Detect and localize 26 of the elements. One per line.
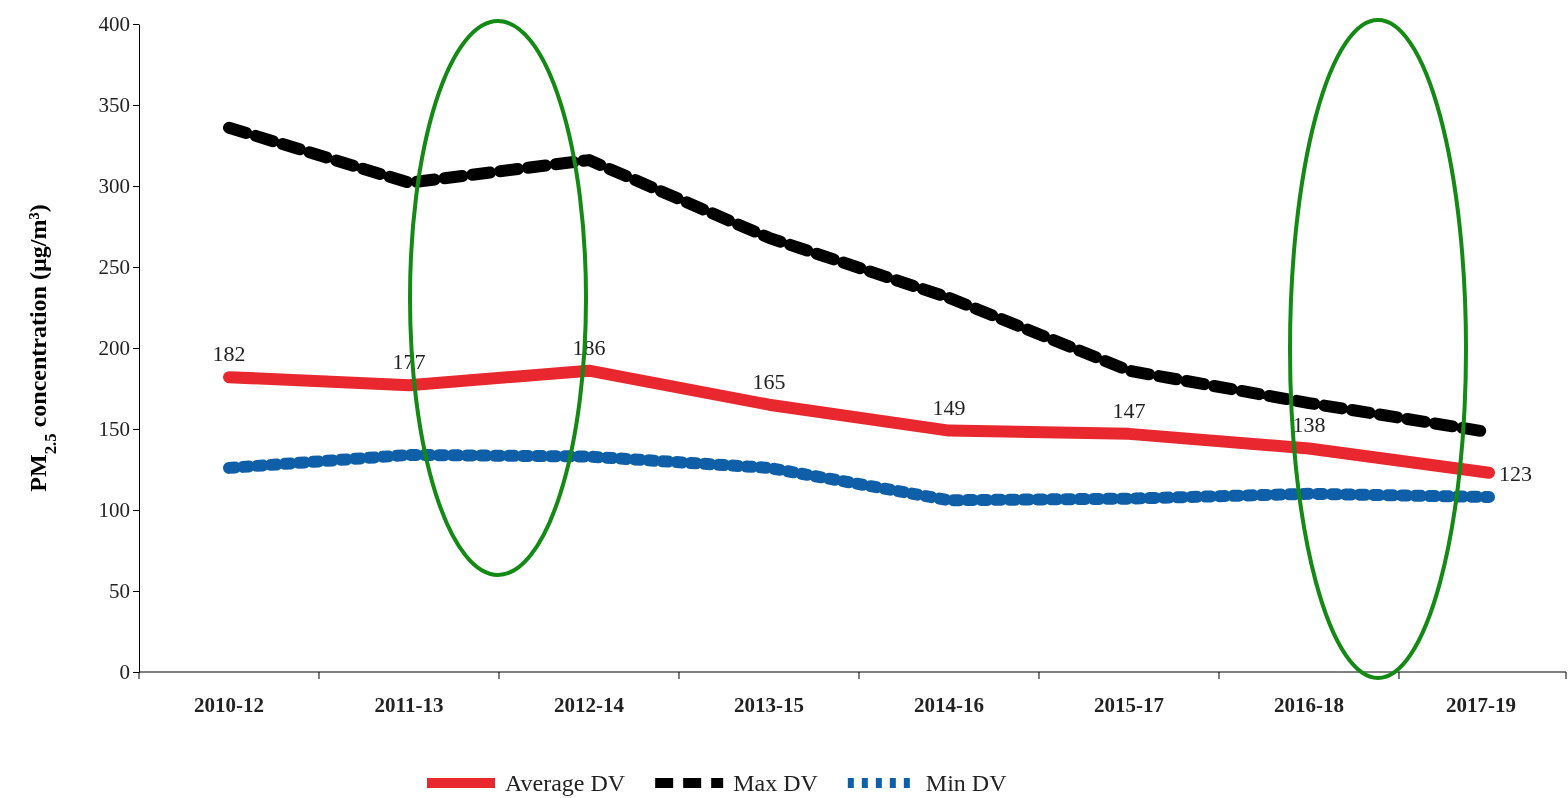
x-tick-label: 2015-17 (1094, 693, 1164, 717)
y-tick-label: 0 (119, 660, 130, 685)
y-tick-label: 100 (98, 498, 130, 523)
data-label: 138 (1292, 412, 1326, 438)
y-tick-label: 200 (98, 336, 130, 361)
y-tick-label: 400 (98, 12, 130, 37)
y-tick-label: 150 (98, 417, 130, 442)
legend-label: Min DV (925, 770, 1008, 796)
x-tick-label: 2016-18 (1274, 693, 1344, 717)
data-label: 149 (932, 394, 966, 420)
y-tick-label: 50 (109, 579, 130, 604)
data-label: 123 (1499, 460, 1532, 486)
y-tick-label: 350 (98, 93, 130, 118)
data-label: 182 (212, 341, 246, 367)
x-tick-label: 2017-19 (1446, 693, 1516, 717)
x-tick-label: 2013-15 (734, 693, 804, 717)
data-label: 165 (752, 368, 786, 394)
x-tick-label: 2014-16 (914, 693, 984, 717)
legend-label: Average DV (505, 770, 626, 796)
legend-label: Max DV (733, 770, 819, 796)
y-tick-label: 300 (98, 174, 130, 199)
y-tick-label: 250 (98, 255, 130, 280)
x-tick-label: 2012-14 (554, 693, 625, 717)
x-tick-label: 2010-12 (194, 693, 264, 717)
x-tick-label: 2011-13 (374, 693, 444, 717)
data-label: 147 (1112, 397, 1146, 423)
